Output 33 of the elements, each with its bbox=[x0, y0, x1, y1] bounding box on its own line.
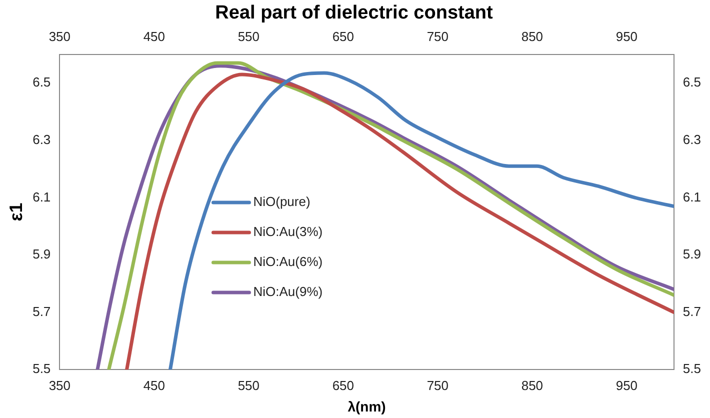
y-axis-title: ε1 bbox=[6, 202, 26, 222]
x2-tick-label: 950 bbox=[616, 378, 638, 393]
x-tick-label: 550 bbox=[238, 29, 260, 44]
y2-tick-label: 6.3 bbox=[682, 132, 702, 147]
legend-label: NiO:Au(9%) bbox=[253, 284, 323, 300]
x-tick-label: 950 bbox=[616, 29, 638, 44]
y-tick-label: 5.5 bbox=[32, 361, 51, 376]
x2-tick-label: 350 bbox=[48, 378, 71, 393]
x-tick-label: 450 bbox=[143, 29, 166, 44]
y-tick-label: 5.9 bbox=[32, 246, 51, 262]
x-axis-title: λ(nm) bbox=[348, 398, 386, 414]
legend-label: NiO:Au(6%) bbox=[253, 254, 323, 270]
y-tick-label: 5.7 bbox=[32, 304, 51, 319]
x-tick-label: 650 bbox=[332, 29, 354, 44]
x-tick-label: 750 bbox=[426, 29, 449, 44]
x2-tick-label: 650 bbox=[332, 378, 354, 393]
chart-title: Real part of dielectric constant bbox=[215, 2, 494, 24]
x2-tick-label: 750 bbox=[426, 378, 449, 393]
legend-label: NiO:Au(3%) bbox=[253, 224, 323, 240]
x2-tick-label: 450 bbox=[143, 378, 166, 393]
y2-tick-label: 6.5 bbox=[682, 74, 702, 90]
y2-tick-label: 5.7 bbox=[682, 304, 702, 319]
y-tick-label: 6.1 bbox=[32, 189, 51, 204]
x-tick-label: 850 bbox=[521, 29, 544, 44]
y2-tick-label: 6.1 bbox=[682, 189, 702, 204]
x-tick-label: 350 bbox=[48, 29, 71, 44]
y-tick-label: 6.5 bbox=[32, 74, 51, 90]
y2-tick-label: 5.9 bbox=[682, 246, 702, 262]
x2-tick-label: 850 bbox=[521, 378, 544, 393]
y2-tick-label: 5.5 bbox=[682, 361, 702, 376]
y-tick-label: 6.3 bbox=[32, 132, 51, 147]
legend-label: NiO(pure) bbox=[253, 194, 310, 210]
x2-tick-label: 550 bbox=[238, 378, 260, 393]
